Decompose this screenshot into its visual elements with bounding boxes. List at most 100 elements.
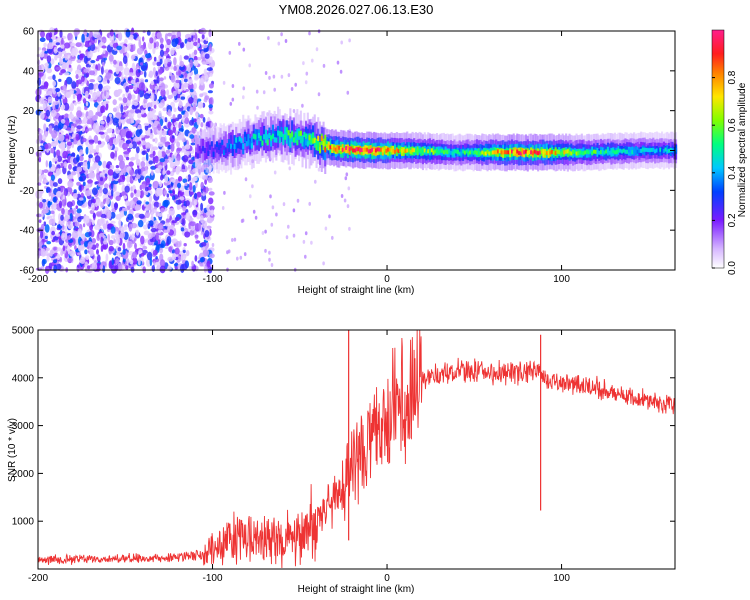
noise-speck: [153, 180, 159, 189]
signal-cell: [657, 148, 660, 153]
signal-cell: [339, 147, 342, 151]
noise-speck: [172, 195, 176, 201]
noise-speck: [82, 161, 88, 171]
signal-cell: [296, 128, 299, 141]
noise-speck: [67, 257, 73, 263]
noise-speck: [153, 120, 159, 127]
noise-speck: [72, 216, 77, 220]
noise-speck: [122, 55, 128, 64]
noise-speck: [310, 240, 313, 245]
signal-cell: [633, 149, 636, 154]
noise-speck: [261, 231, 265, 235]
signal-cell: [483, 151, 486, 156]
noise-speck: [125, 131, 131, 139]
signal-cell: [474, 150, 477, 155]
noise-speck: [197, 101, 204, 109]
noise-speck: [85, 146, 89, 155]
noise-speck: [98, 131, 105, 135]
noise-speck: [189, 229, 195, 236]
noise-speck: [138, 69, 141, 73]
noise-speck: [156, 32, 163, 40]
noise-speck: [53, 150, 56, 158]
noise-speck: [149, 257, 153, 267]
noise-speck: [202, 246, 206, 251]
signal-cell: [620, 149, 623, 154]
noise-speck: [124, 46, 128, 53]
noise-speck: [98, 160, 102, 166]
noise-speck: [79, 155, 84, 162]
noise-speck: [125, 86, 129, 93]
signal-cell: [463, 150, 466, 155]
noise-speck: [178, 100, 183, 108]
noise-speck: [152, 138, 155, 142]
noise-speck: [57, 247, 62, 252]
noise-speck: [91, 262, 98, 271]
noise-speck: [74, 245, 77, 250]
signal-cell: [575, 151, 578, 156]
noise-speck: [46, 241, 52, 245]
noise-speck: [62, 245, 66, 252]
noise-speck: [43, 123, 47, 131]
y-tick-label: -20: [20, 186, 35, 197]
signal-cell: [545, 151, 548, 156]
signal-cell: [264, 129, 267, 135]
noise-speck: [64, 208, 69, 218]
signal-cell: [264, 131, 267, 143]
noise-speck: [182, 205, 187, 212]
noise-speck: [172, 168, 176, 173]
signal-cell: [399, 148, 402, 152]
signal-cell: [435, 148, 438, 153]
signal-cell: [200, 148, 203, 154]
noise-speck: [72, 133, 76, 138]
noise-speck: [141, 55, 146, 59]
noise-speck: [90, 60, 96, 64]
noise-speck: [64, 42, 71, 49]
noise-speck: [52, 236, 59, 241]
signal-cell: [428, 149, 431, 154]
noise-speck: [177, 176, 183, 182]
noise-speck: [70, 156, 75, 165]
noise-speck: [76, 154, 80, 163]
noise-speck: [83, 116, 88, 125]
signal-cell: [313, 137, 316, 143]
signal-cell: [261, 140, 264, 146]
signal-cell: [498, 149, 501, 154]
signal-cell: [263, 129, 266, 151]
signal-cell: [469, 150, 472, 155]
noise-speck: [117, 32, 123, 42]
noise-speck: [175, 79, 181, 84]
noise-speck: [134, 109, 142, 114]
noise-speck: [254, 215, 258, 220]
signal-cell: [547, 150, 550, 155]
noise-speck: [61, 199, 67, 207]
noise-speck: [167, 61, 172, 68]
noise-speck: [180, 227, 185, 232]
signal-cell: [210, 145, 213, 158]
colorbar-tick-label: 0.0: [727, 261, 738, 275]
noise-speck: [76, 181, 81, 186]
signal-cell: [673, 149, 676, 154]
noise-speck: [167, 225, 171, 234]
signal-cell: [662, 149, 665, 153]
noise-speck: [196, 56, 202, 61]
noise-speck: [118, 97, 123, 101]
noise-speck: [98, 187, 103, 194]
noise-speck: [52, 182, 58, 187]
signal-cell: [303, 137, 306, 149]
noise-speck: [100, 120, 105, 125]
noise-speck: [100, 201, 105, 209]
noise-speck: [131, 62, 136, 71]
noise-speck: [193, 94, 198, 104]
noise-speck: [142, 171, 148, 174]
noise-speck: [189, 182, 193, 191]
noise-speck: [271, 205, 275, 210]
noise-speck: [207, 177, 213, 183]
noise-speck: [229, 101, 233, 106]
noise-speck: [86, 160, 91, 170]
noise-speck: [100, 177, 103, 182]
noise-speck: [208, 97, 213, 106]
noise-speck: [87, 143, 94, 151]
noise-speck: [144, 186, 149, 192]
signal-cell: [441, 148, 444, 153]
noise-speck: [160, 151, 166, 158]
